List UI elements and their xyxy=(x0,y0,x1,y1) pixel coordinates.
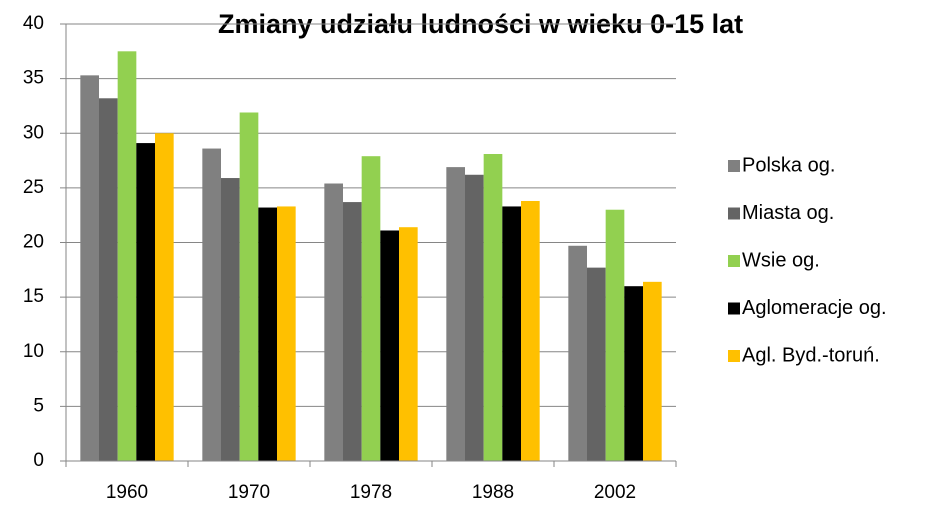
legend-label: Wsie og. xyxy=(742,249,820,271)
bar xyxy=(465,174,484,461)
bar xyxy=(239,112,259,462)
bar xyxy=(361,156,381,461)
bar xyxy=(221,178,240,462)
legend-label: Aglomeracje og. xyxy=(742,297,887,319)
bar xyxy=(154,133,174,461)
legend-label: Agl. Byd.-toruń. xyxy=(742,344,880,366)
x-tick-label: 2002 xyxy=(594,482,636,503)
y-tick-label: 25 xyxy=(23,177,44,198)
bar xyxy=(343,202,362,461)
bar xyxy=(587,267,606,461)
bar xyxy=(502,206,521,461)
bar xyxy=(324,183,344,461)
x-tick-label: 1978 xyxy=(350,482,392,503)
bar xyxy=(80,75,100,461)
y-tick-label: 20 xyxy=(23,232,44,253)
bar xyxy=(624,286,643,461)
legend-swatch xyxy=(728,255,740,267)
bar xyxy=(136,143,155,461)
legend-label: Miasta og. xyxy=(742,202,834,224)
bar xyxy=(642,281,662,461)
bar xyxy=(446,167,466,461)
legend-swatch xyxy=(728,302,740,315)
y-tick-label: 10 xyxy=(23,341,44,362)
bar xyxy=(520,200,540,462)
x-tick-label: 1960 xyxy=(106,482,148,503)
bar xyxy=(202,148,222,462)
legend-label: Polska og. xyxy=(742,154,835,176)
bar xyxy=(483,154,503,461)
y-tick-label: 40 xyxy=(23,13,44,34)
bar xyxy=(99,98,118,461)
x-tick-label: 1970 xyxy=(228,482,270,503)
y-tick-label: 0 xyxy=(33,450,44,471)
legend-swatch xyxy=(728,160,740,172)
legend-swatch xyxy=(728,350,740,362)
x-tick-label: 1988 xyxy=(472,482,514,503)
bar xyxy=(117,51,137,461)
y-tick-label: 35 xyxy=(23,68,44,89)
bar xyxy=(605,209,625,461)
bar xyxy=(568,245,588,461)
y-tick-label: 30 xyxy=(23,122,44,143)
y-tick-label: 15 xyxy=(23,286,44,307)
bar xyxy=(398,227,418,461)
bar xyxy=(276,206,296,461)
y-tick-label: 5 xyxy=(33,395,44,416)
bar xyxy=(258,207,277,461)
bar xyxy=(380,230,399,461)
legend-swatch xyxy=(728,207,740,220)
